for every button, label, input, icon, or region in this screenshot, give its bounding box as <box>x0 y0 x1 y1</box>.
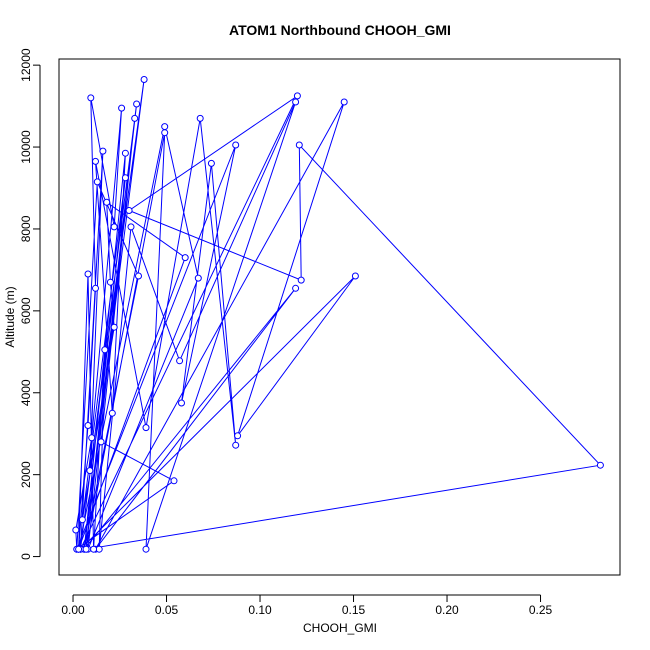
data-point <box>295 141 303 149</box>
data-point <box>87 94 95 102</box>
x-tick-label: 0.15 <box>342 603 366 617</box>
data-point <box>297 276 305 284</box>
y-tick-label: 12000 <box>19 48 33 82</box>
data-point <box>292 98 300 106</box>
data-point <box>92 284 99 292</box>
y-axis-label: Altitude (m) <box>3 286 17 347</box>
chart-title: ATOM1 Northbound CHOOH_GMI <box>229 22 451 38</box>
data-point <box>97 438 105 446</box>
data-point <box>118 104 126 112</box>
x-tick-label: 0.10 <box>248 603 272 617</box>
data-point <box>88 434 96 442</box>
y-tick-label: 0 <box>19 553 33 560</box>
data-point <box>161 129 169 137</box>
data-point <box>170 477 178 485</box>
data-point <box>596 461 604 469</box>
data-point <box>232 441 240 449</box>
data-point <box>106 278 114 286</box>
data-point <box>181 254 189 262</box>
y-tick-label: 2000 <box>19 461 33 488</box>
data-point <box>135 272 142 280</box>
data-point <box>78 516 86 524</box>
data-point <box>121 149 129 157</box>
data-point <box>99 147 107 155</box>
y-tick-label: 8000 <box>19 215 33 242</box>
data-point <box>142 424 150 432</box>
data-point <box>90 545 98 553</box>
data-point <box>292 284 300 292</box>
plot-area <box>72 76 604 553</box>
data-point <box>161 123 169 131</box>
data-point <box>178 399 185 407</box>
data-point <box>82 545 90 553</box>
data-point <box>84 270 92 278</box>
plot-frame <box>58 58 621 576</box>
data-point <box>127 223 135 231</box>
data-point <box>131 114 139 122</box>
x-axis-label: CHOOH_GMI <box>303 621 377 635</box>
data-point <box>86 467 94 475</box>
data-point <box>110 323 118 331</box>
data-point <box>340 98 348 106</box>
y-tick-label: 4000 <box>19 379 33 406</box>
data-point <box>133 100 141 108</box>
x-tick-label: 0.20 <box>435 603 459 617</box>
y-tick-label: 6000 <box>19 297 33 324</box>
data-point <box>103 198 111 206</box>
x-tick-label: 0.00 <box>61 603 85 617</box>
data-point <box>72 526 80 534</box>
data-point <box>93 178 101 186</box>
data-point <box>293 92 301 100</box>
data-point <box>75 545 83 553</box>
data-point <box>101 346 109 354</box>
x-axis: 0.00 0.05 0.10 0.15 0.20 0.25 <box>61 594 553 617</box>
series-line <box>75 79 602 551</box>
data-point <box>140 76 148 83</box>
data-point <box>84 422 92 429</box>
data-point <box>92 157 99 165</box>
x-tick-label: 0.05 <box>155 603 179 617</box>
data-point <box>351 272 359 280</box>
data-point <box>125 207 133 214</box>
data-point <box>234 432 242 440</box>
data-point <box>196 114 204 122</box>
y-axis: 0 2000 4000 6000 8000 10000 12000 <box>19 48 41 560</box>
data-point <box>207 159 215 167</box>
x-tick-label: 0.25 <box>529 603 553 617</box>
data-point <box>232 141 240 149</box>
y-tick-label: 10000 <box>19 130 33 164</box>
data-point <box>108 409 116 417</box>
data-point <box>110 223 118 231</box>
data-point <box>194 274 202 282</box>
data-point <box>121 174 129 182</box>
data-point <box>176 357 184 365</box>
data-point <box>142 545 150 553</box>
